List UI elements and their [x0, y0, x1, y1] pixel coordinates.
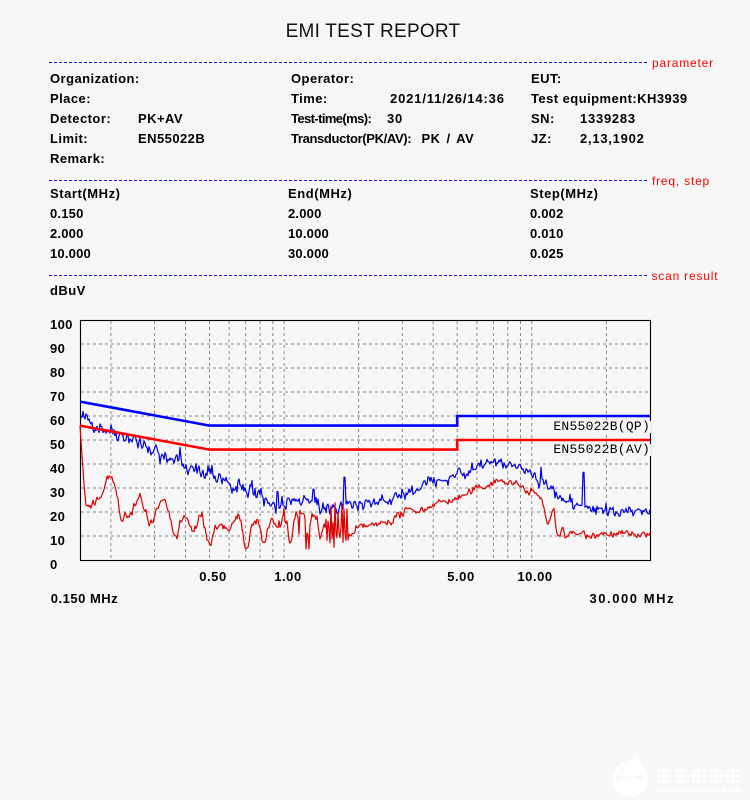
svg-text:www.elecfans.com: www.elecfans.com — [656, 785, 742, 795]
